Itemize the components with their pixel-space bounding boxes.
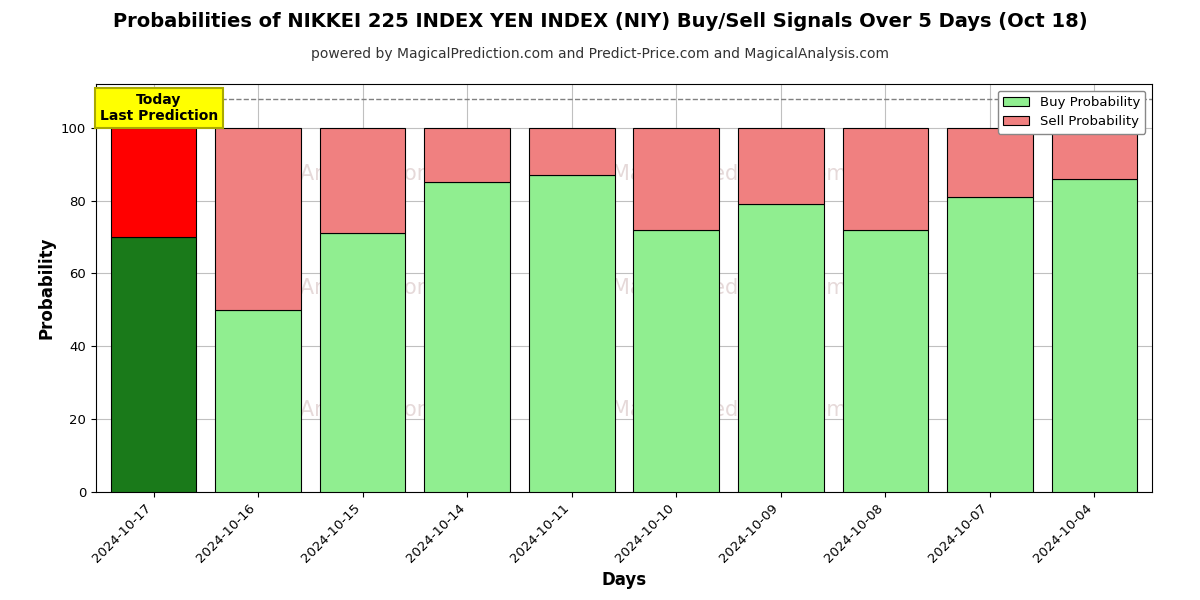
- X-axis label: Days: Days: [601, 571, 647, 589]
- Text: powered by MagicalPrediction.com and Predict-Price.com and MagicalAnalysis.com: powered by MagicalPrediction.com and Pre…: [311, 47, 889, 61]
- Y-axis label: Probability: Probability: [37, 237, 55, 339]
- Bar: [842, 128, 929, 230]
- Bar: [634, 230, 719, 492]
- Bar: [425, 128, 510, 182]
- Bar: [529, 128, 614, 175]
- Bar: [738, 128, 823, 204]
- Text: MagicalAnalysis.com: MagicalAnalysis.com: [220, 400, 437, 421]
- Bar: [947, 197, 1033, 492]
- Text: Today
Last Prediction: Today Last Prediction: [100, 93, 218, 124]
- Text: MagicalPrediction.com: MagicalPrediction.com: [612, 164, 847, 184]
- Bar: [947, 128, 1033, 197]
- Bar: [1051, 128, 1138, 179]
- Bar: [110, 237, 197, 492]
- Bar: [1051, 179, 1138, 492]
- Bar: [738, 204, 823, 492]
- Text: MagicalPrediction.com: MagicalPrediction.com: [612, 400, 847, 421]
- Bar: [842, 230, 929, 492]
- Bar: [215, 310, 301, 492]
- Legend: Buy Probability, Sell Probability: Buy Probability, Sell Probability: [997, 91, 1146, 134]
- Bar: [425, 182, 510, 492]
- Text: MagicalAnalysis.com: MagicalAnalysis.com: [220, 164, 437, 184]
- Bar: [319, 233, 406, 492]
- Bar: [319, 128, 406, 233]
- Text: MagicalPrediction.com: MagicalPrediction.com: [612, 278, 847, 298]
- Text: MagicalAnalysis.com: MagicalAnalysis.com: [220, 278, 437, 298]
- Bar: [634, 128, 719, 230]
- Bar: [110, 128, 197, 237]
- Bar: [215, 128, 301, 310]
- Bar: [529, 175, 614, 492]
- Text: Probabilities of NIKKEI 225 INDEX YEN INDEX (NIY) Buy/Sell Signals Over 5 Days (: Probabilities of NIKKEI 225 INDEX YEN IN…: [113, 12, 1087, 31]
